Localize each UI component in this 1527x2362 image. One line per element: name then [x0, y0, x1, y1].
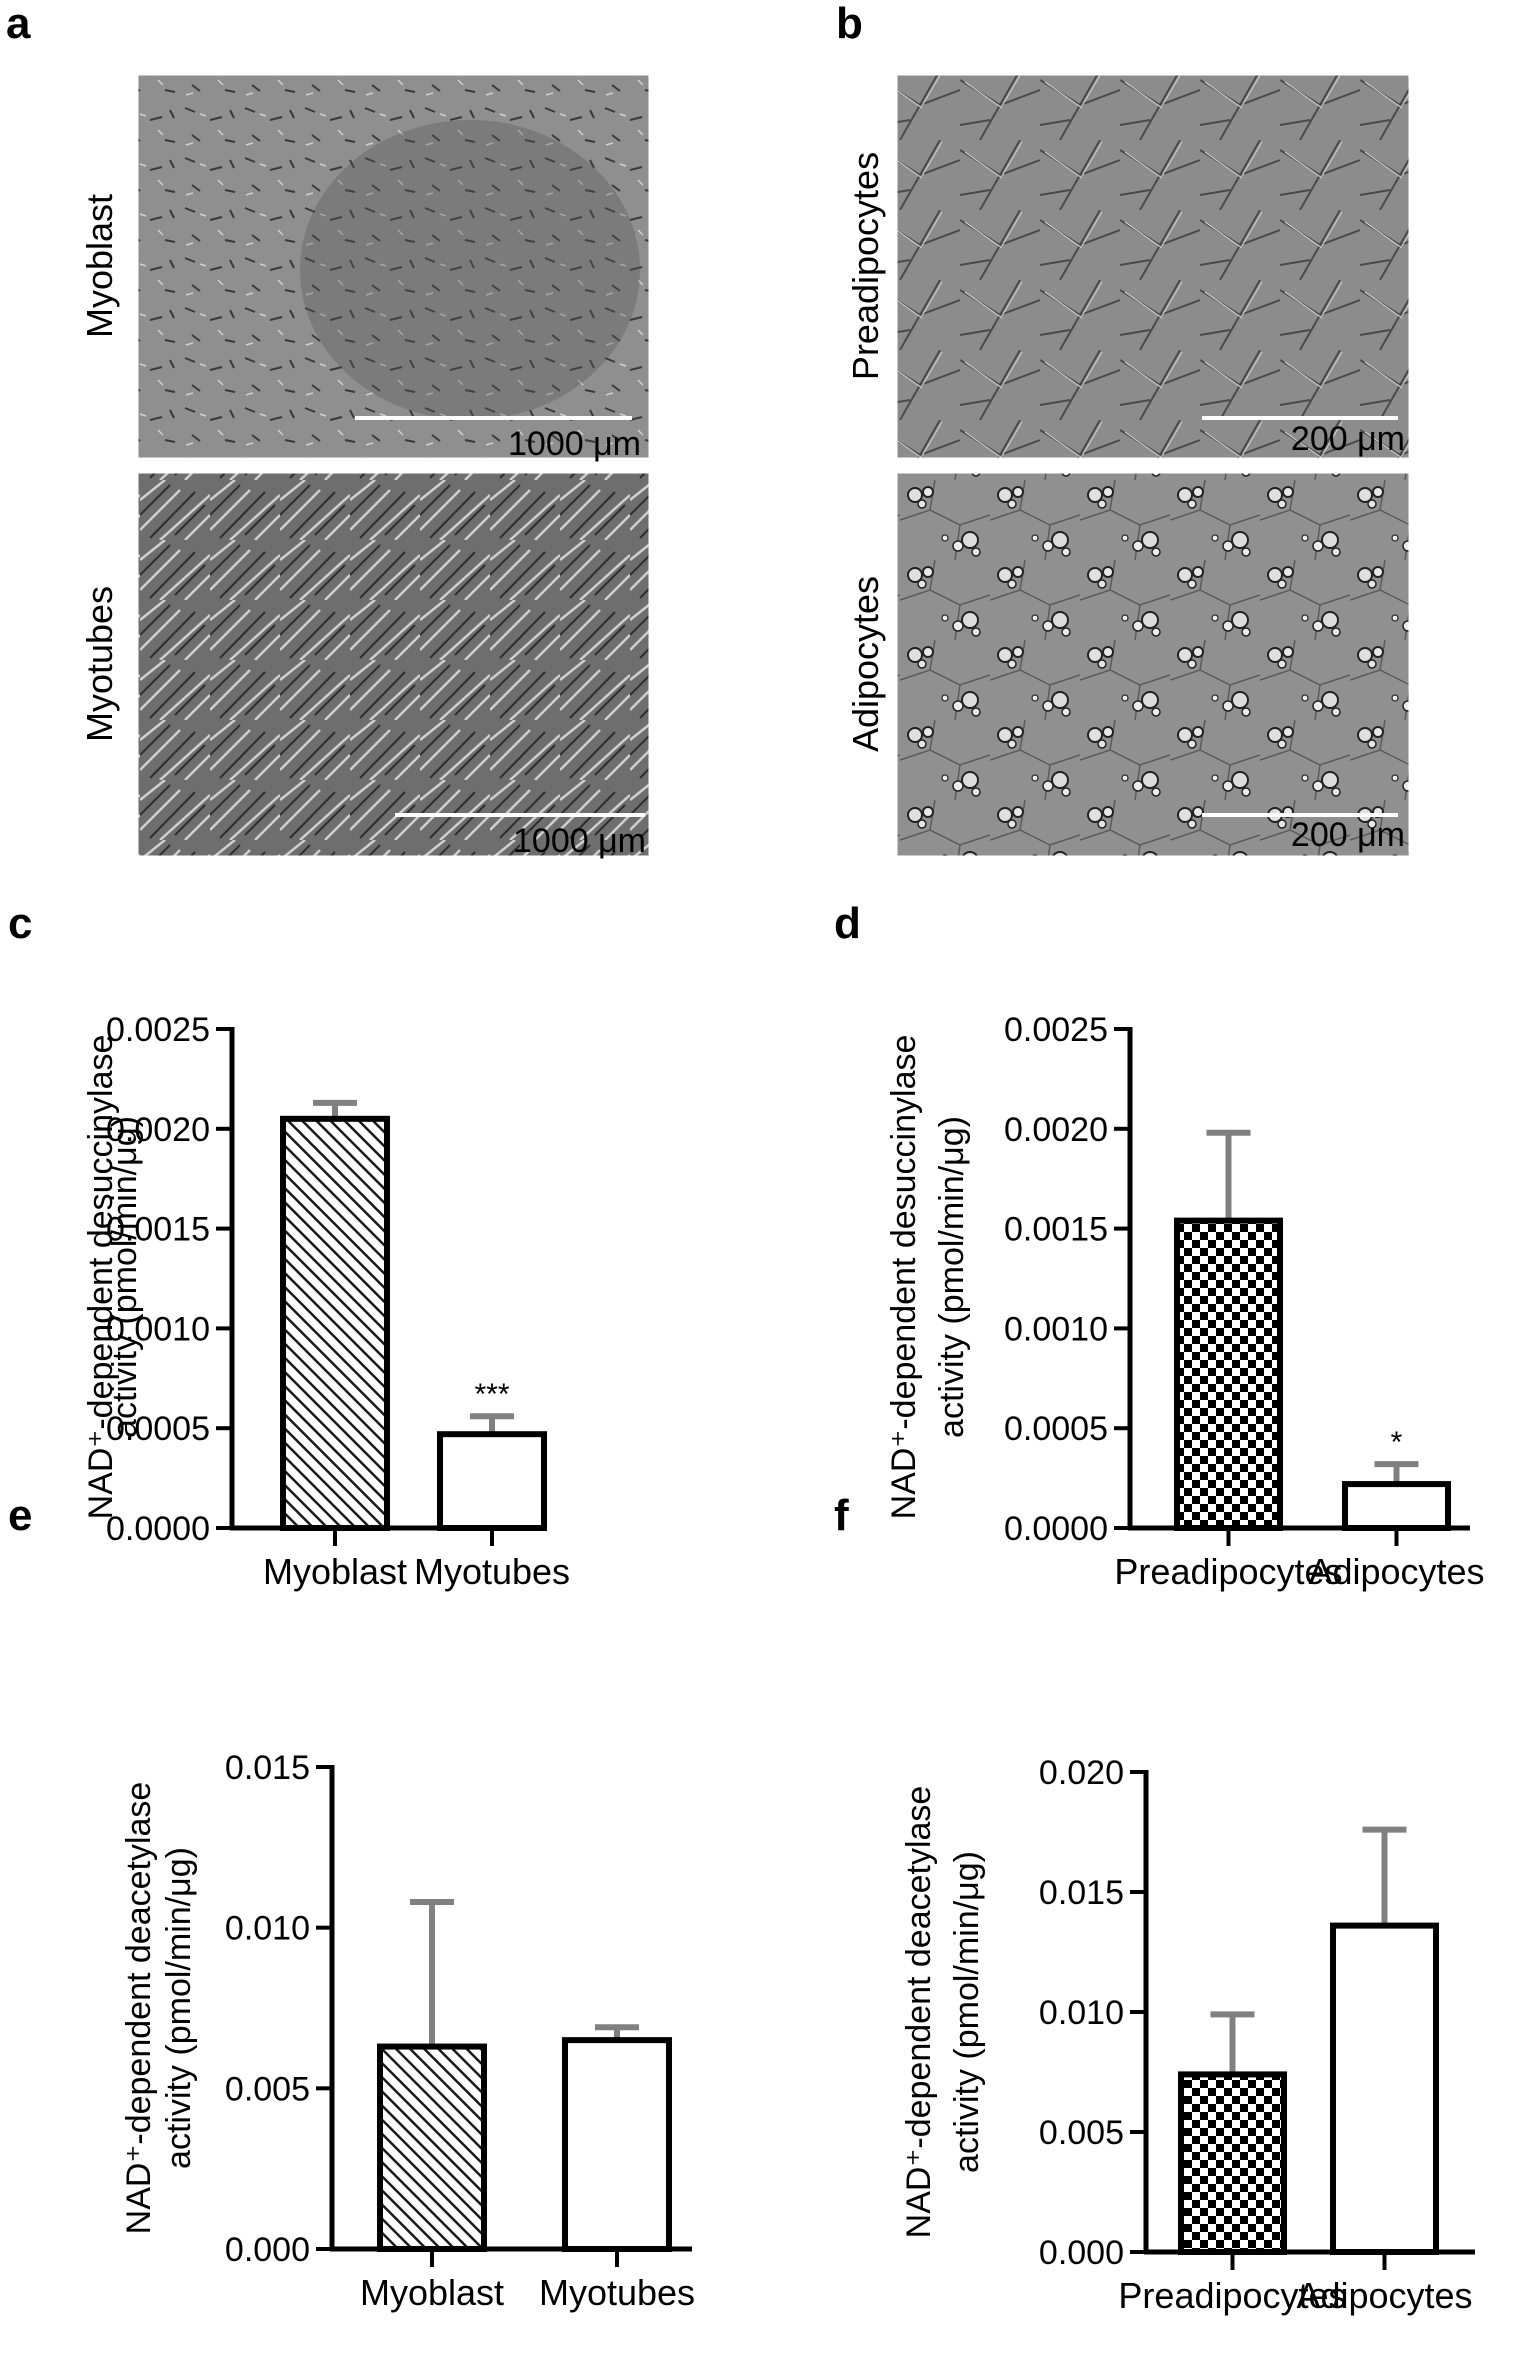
chart-panel-e: e NAD⁺-dependent deacetylase activity (pmo… [8, 1491, 695, 2313]
panel-label-b: b [836, 0, 863, 48]
panel-label-a: a [6, 0, 31, 48]
bar-myoblast [280, 1115, 390, 1531]
chart-panel-d: d NAD⁺-dependent desuccinylase activity (p… [834, 899, 1485, 1592]
scale-bar-label: 1000 μm [513, 822, 646, 860]
bar-myotubes [437, 1431, 547, 1531]
y-tick-label: 0.015 [225, 1749, 310, 1787]
panel-label-c: c [8, 899, 32, 948]
micrograph-adipocytes: 200 μm [894, 470, 1412, 859]
bar-adipocytes [1330, 1922, 1439, 2255]
y-tick-label: 0.0020 [106, 1111, 210, 1149]
y-axis-label-line2: activity (pmol/min/μg) [948, 1851, 986, 2173]
x-tick-label: Adipocytes [1296, 2275, 1472, 2316]
y-tick-label: 0.0000 [106, 1510, 210, 1548]
y-tick-label: 0.000 [225, 2231, 310, 2269]
y-tick-label: 0.010 [1039, 1994, 1124, 2032]
bar-preadipocytes [1178, 2071, 1287, 2255]
y-tick-label: 0.000 [1039, 2234, 1124, 2272]
x-tick-label: Preadipocytes [1118, 2275, 1346, 2316]
bar-preadipocytes [1174, 1217, 1283, 1531]
bar-myoblast [377, 2043, 487, 2253]
y-tick-label: 0.0010 [106, 1310, 210, 1348]
y-tick-label: 0.0005 [106, 1410, 210, 1448]
x-tick-label: Preadipocytes [1114, 1551, 1342, 1592]
y-axis-label-line2: activity (pmol/min/μg) [106, 1116, 144, 1438]
panel-label-e: e [8, 1491, 32, 1540]
y-tick-label: 0.0010 [1004, 1310, 1108, 1348]
y-tick-label: 0.0005 [1004, 1410, 1108, 1448]
scale-bar-label: 200 μm [1291, 816, 1405, 854]
significance-marker: *** [474, 1378, 509, 1411]
y-axis-label-line2: activity (pmol/min/μg) [160, 1847, 198, 2169]
scale-bar-label: 200 μm [1291, 420, 1405, 458]
x-tick-label: Adipocytes [1308, 1551, 1484, 1592]
y-tick-label: 0.0015 [106, 1211, 210, 1249]
row-label-myotubes: Myotubes [79, 586, 120, 742]
y-tick-label: 0.005 [1039, 2114, 1124, 2152]
y-tick-label: 0.015 [1039, 1874, 1124, 1912]
y-axis-label-line1: NAD⁺-dependent deacetylase [900, 1786, 938, 2239]
x-tick-label: Myotubes [414, 1551, 570, 1592]
y-tick-label: 0.0025 [1004, 1011, 1108, 1049]
y-tick-label: 0.020 [1039, 1754, 1124, 1792]
y-tick-label: 0.0020 [1004, 1111, 1108, 1149]
panel-label-f: f [834, 1491, 849, 1540]
x-tick-label: Myotubes [539, 2272, 695, 2313]
y-tick-label: 0.010 [225, 1910, 310, 1948]
panel-label-d: d [834, 899, 861, 948]
y-axis-label-line2: activity (pmol/min/μg) [933, 1116, 971, 1438]
y-axis-label-line1: NAD⁺-dependent deacetylase [120, 1782, 158, 2235]
row-label-preadipocytes: Preadipocytes [845, 152, 886, 380]
y-axis-label-line1: NAD⁺-dependent desuccinylase [82, 1035, 120, 1520]
significance-marker: * [1391, 1426, 1403, 1459]
y-axis-label-line1: NAD⁺-dependent desuccinylase [885, 1035, 923, 1520]
x-tick-label: Myoblast [360, 2272, 504, 2313]
y-tick-label: 0.0015 [1004, 1211, 1108, 1249]
y-tick-label: 0.0025 [106, 1011, 210, 1049]
bar-adipocytes [1342, 1481, 1451, 1532]
scale-bar-label: 1000 μm [508, 425, 641, 463]
y-tick-label: 0.0000 [1004, 1510, 1108, 1548]
row-label-adipocytes: Adipocytes [845, 576, 886, 752]
bar-myotubes [562, 2037, 672, 2252]
micrograph-myotubes: 1000 μm [135, 470, 652, 860]
micrograph-myoblast: 1000 μm [135, 72, 652, 463]
micrograph-preadipocytes: 200 μm [894, 72, 1412, 461]
chart-panel-f: f NAD⁺-dependent deacetylase activity (pmo… [834, 1491, 1475, 2316]
x-tick-label: Myoblast [263, 1551, 407, 1592]
row-label-myoblast: Myoblast [79, 194, 120, 338]
y-tick-label: 0.005 [225, 2070, 310, 2108]
